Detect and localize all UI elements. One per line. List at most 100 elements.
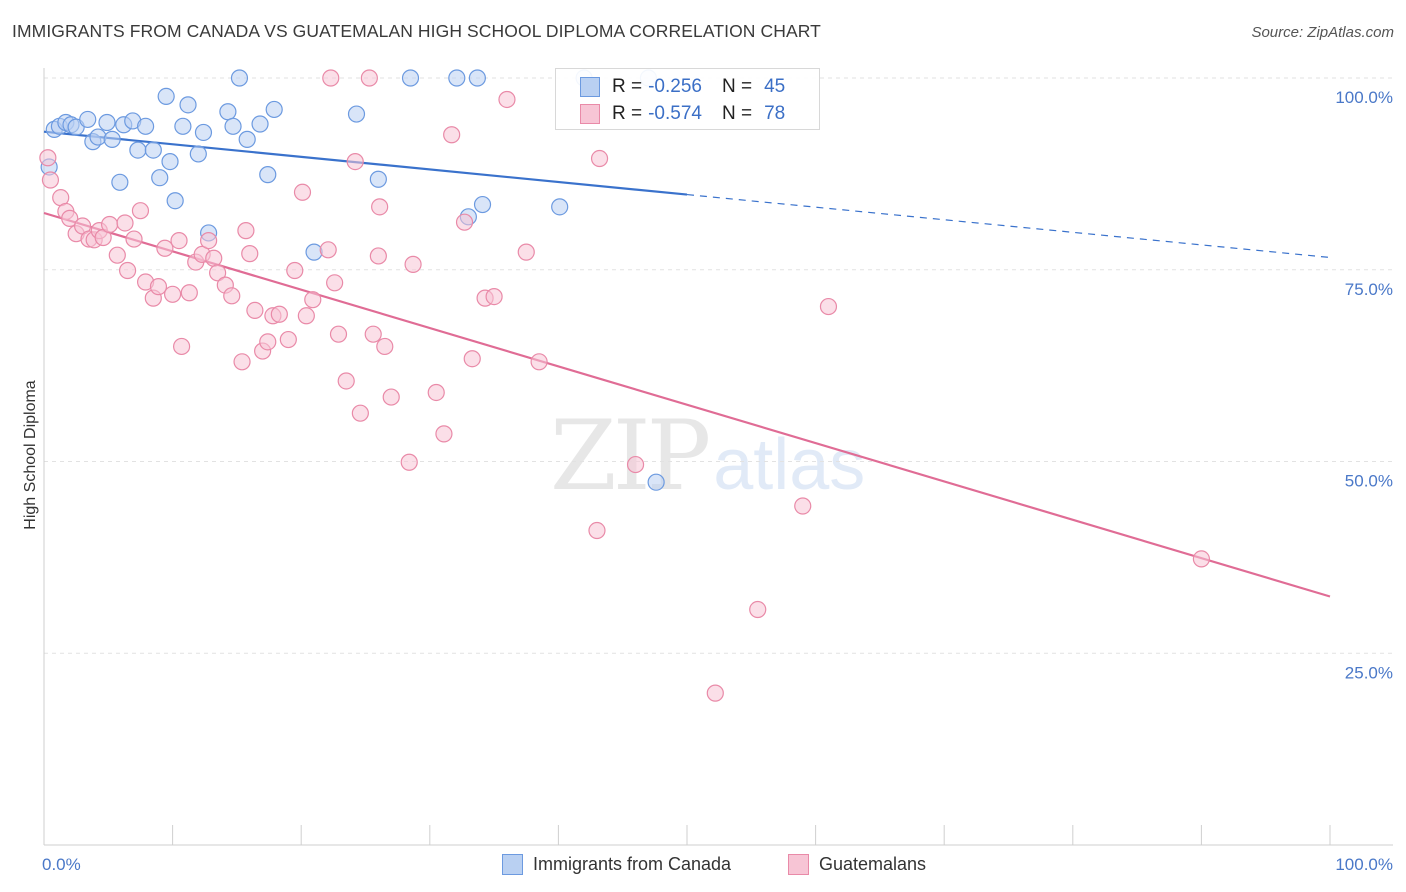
legend-n-value-guatemalans: 78 xyxy=(764,103,786,124)
data-point-guatemalans xyxy=(819,297,838,316)
data-point-guatemalans xyxy=(498,90,516,109)
data-point-guatemalans xyxy=(346,153,364,171)
data-point-guatemalans xyxy=(100,215,119,234)
data-point-guatemalans xyxy=(376,337,394,356)
data-point-canada xyxy=(174,117,192,135)
legend-n-label: N = xyxy=(721,76,753,97)
data-point-guatemalans xyxy=(1192,550,1211,568)
tick-labels: 100.0% 75.0% 50.0% 25.0% 0.0% 100.0% xyxy=(42,88,1393,874)
data-point-guatemalans xyxy=(749,600,767,619)
data-point-canada xyxy=(189,145,207,163)
legend-r-label: R = xyxy=(612,76,643,97)
data-point-guatemalans xyxy=(223,287,241,305)
legend-swatch-guatemalans xyxy=(580,104,600,124)
data-point-guatemalans xyxy=(39,149,57,167)
correlation-legend: R = -0.256 N = 45 R = -0.574 N = 78 xyxy=(555,68,820,130)
data-point-canada xyxy=(473,195,492,214)
data-point-guatemalans xyxy=(209,264,227,282)
y-axis-label: High School Diploma xyxy=(22,380,39,530)
data-point-guatemalans xyxy=(170,232,188,250)
data-point-canada xyxy=(144,141,162,159)
series-label-guatemalans: Guatemalans xyxy=(819,853,927,874)
data-point-guatemalans xyxy=(205,249,223,267)
data-point-canada xyxy=(259,166,277,184)
x-tick-label-min: 0.0% xyxy=(42,855,81,874)
data-point-guatemalans xyxy=(590,149,609,168)
y-tick-label: 25.0% xyxy=(1345,663,1393,682)
data-point-canada xyxy=(89,128,107,146)
trend-line-guatemalans xyxy=(43,211,1331,598)
source-credit: Source: ZipAtlas.com xyxy=(1251,24,1394,41)
data-point-guatemalans xyxy=(400,453,418,471)
data-point-guatemalans xyxy=(116,214,134,232)
data-point-guatemalans xyxy=(241,245,259,263)
data-point-guatemalans xyxy=(371,198,389,216)
data-point-guatemalans xyxy=(329,325,348,343)
data-point-canada xyxy=(265,100,283,119)
data-point-guatemalans xyxy=(517,243,535,261)
data-point-guatemalans xyxy=(304,291,322,309)
data-point-canada xyxy=(224,117,242,135)
data-point-guatemalans xyxy=(200,232,218,250)
data-point-canada xyxy=(230,69,249,87)
data-point-canada xyxy=(179,96,197,114)
data-point-guatemalans xyxy=(118,261,137,280)
data-point-canada xyxy=(369,170,387,188)
data-point-guatemalans xyxy=(149,278,168,296)
data-point-canada xyxy=(238,130,256,148)
y-tick-label: 100.0% xyxy=(1335,88,1393,107)
data-point-canada xyxy=(136,117,155,135)
series-swatch-guatemalans xyxy=(788,853,809,875)
chart-title: IMMIGRANTS FROM CANADA VS GUATEMALAN HIG… xyxy=(12,21,821,41)
data-point-guatemalans xyxy=(588,521,606,540)
data-point-canada xyxy=(129,141,147,159)
data-point-guatemalans xyxy=(297,307,315,325)
data-point-canada xyxy=(647,473,665,491)
trend-line-canada-extrapolated xyxy=(686,193,1331,259)
data-point-guatemalans xyxy=(293,183,312,201)
data-point-guatemalans xyxy=(108,246,126,264)
x-tick-label-max: 100.0% xyxy=(1335,855,1393,874)
axes xyxy=(43,68,1393,846)
data-point-guatemalans xyxy=(156,239,174,257)
data-point-guatemalans xyxy=(131,202,150,220)
data-point-guatemalans xyxy=(61,209,79,227)
data-point-canada xyxy=(305,243,323,261)
legend-n-label: N = xyxy=(721,103,753,124)
data-point-guatemalans xyxy=(382,388,400,406)
data-point-canada xyxy=(468,69,486,87)
data-point-guatemalans xyxy=(246,301,264,320)
data-point-guatemalans xyxy=(626,455,645,474)
data-point-canada xyxy=(157,87,175,106)
data-point-guatemalans xyxy=(404,255,422,273)
data-point-canada xyxy=(347,105,366,123)
series-swatch-canada xyxy=(502,853,523,875)
data-point-guatemalans xyxy=(427,383,445,402)
data-point-guatemalans xyxy=(237,222,255,240)
data-point-guatemalans xyxy=(706,684,724,702)
data-point-guatemalans xyxy=(41,171,60,189)
legend-r-label: R = xyxy=(612,103,643,124)
data-point-canada xyxy=(103,130,121,148)
data-point-guatemalans xyxy=(364,325,382,343)
data-point-canada xyxy=(251,115,269,133)
data-point-canada xyxy=(448,69,466,87)
legend-r-value-guatemalans: -0.574 xyxy=(648,103,702,124)
data-point-guatemalans xyxy=(463,350,481,368)
legend-row-canada: R = -0.256 N = 45 xyxy=(580,75,785,99)
legend-row-guatemalans: R = -0.574 N = 78 xyxy=(580,102,785,126)
data-point-guatemalans xyxy=(270,305,288,323)
data-point-guatemalans xyxy=(435,425,453,443)
data-point-canada xyxy=(194,123,213,142)
data-point-guatemalans xyxy=(279,330,297,349)
series-legend-canada[interactable]: Immigrants from Canada xyxy=(502,852,731,876)
data-point-guatemalans xyxy=(369,247,387,265)
data-point-canada xyxy=(401,69,420,87)
legend-n-value-canada: 45 xyxy=(764,76,786,97)
data-point-guatemalans xyxy=(173,337,191,356)
data-point-canada xyxy=(166,192,184,210)
series-label-canada: Immigrants from Canada xyxy=(533,853,732,874)
series-legend-guatemalans[interactable]: Guatemalans xyxy=(788,852,926,876)
legend-r-value-canada: -0.256 xyxy=(648,76,702,97)
